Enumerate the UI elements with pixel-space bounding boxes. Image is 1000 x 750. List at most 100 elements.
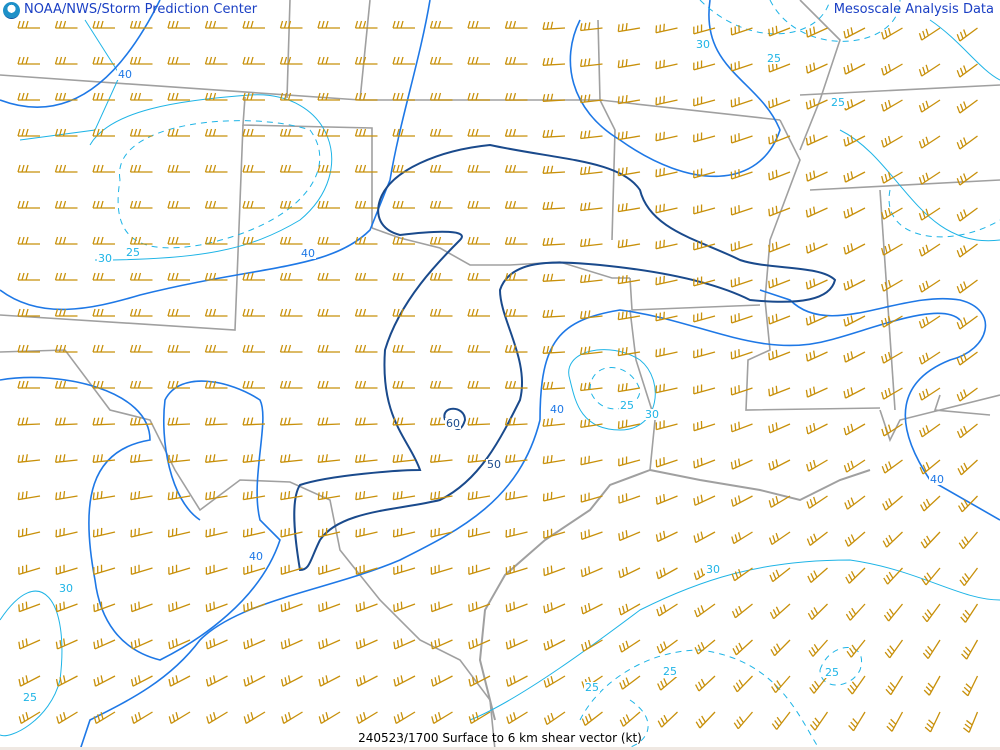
wind-barb (504, 56, 528, 65)
wind-barb (392, 200, 415, 209)
wind-barb (881, 387, 903, 400)
wind-barb (730, 133, 753, 144)
wind-barb (843, 459, 866, 473)
wind-barb (17, 56, 40, 65)
wind-barb (429, 92, 453, 101)
wind-barb (657, 675, 678, 691)
wind-barb (961, 639, 979, 660)
wind-barb (243, 601, 266, 613)
wind-barb (884, 639, 904, 659)
wind-barb (17, 491, 41, 501)
wind-barb (468, 564, 491, 575)
wind-barb (167, 272, 190, 281)
wind-barb (542, 454, 566, 465)
wind-barb (242, 164, 265, 173)
wind-barb (467, 164, 490, 173)
wind-barb (204, 344, 228, 353)
wind-barb (56, 711, 78, 724)
wind-barb (354, 417, 378, 426)
wind-barb (505, 491, 528, 501)
wind-barb (956, 351, 978, 366)
wind-barb (204, 272, 228, 281)
wind-barb (55, 601, 78, 613)
wind-barb (317, 236, 340, 245)
wind-barb (129, 56, 153, 65)
wind-barb (317, 454, 341, 463)
wind-barb (204, 454, 228, 463)
wind-barb (655, 420, 678, 431)
wind-barb (730, 495, 753, 507)
wind-barb (807, 603, 828, 620)
wind-barb (617, 238, 641, 249)
wind-barb (918, 27, 941, 41)
wind-barb (467, 417, 491, 426)
wind-barb (468, 711, 491, 724)
wind-barb (806, 459, 828, 472)
wind-barb (317, 272, 340, 281)
wind-barb (881, 459, 903, 474)
wind-barb (843, 279, 866, 291)
wind-barb (579, 310, 603, 320)
wind-barb (542, 165, 566, 174)
wind-barb (17, 308, 40, 317)
wind-barb (956, 27, 978, 42)
contour-label: 30 (645, 408, 659, 421)
wind-barb (129, 344, 153, 353)
wind-barb (130, 564, 153, 575)
wind-barb (504, 92, 528, 101)
wind-barb (846, 639, 866, 658)
wind-barb (279, 20, 303, 29)
wind-barb (17, 344, 40, 353)
wind-barb (167, 20, 190, 29)
wind-barb (129, 417, 153, 426)
wind-barb (807, 567, 828, 583)
wind-barb (279, 164, 303, 173)
wind-barb (354, 56, 378, 65)
wind-barb (467, 236, 490, 245)
wind-barb (242, 344, 265, 353)
wind-barb (768, 205, 791, 217)
wind-barb (242, 236, 265, 245)
wind-barb (920, 495, 941, 512)
wind-barb (617, 58, 641, 69)
wind-barb (693, 132, 716, 143)
wind-barb (392, 56, 415, 65)
noaa-logo-icon (3, 2, 20, 19)
wind-barb (17, 272, 40, 281)
contour-label: 25 (585, 681, 599, 694)
wind-barb (956, 207, 978, 222)
wind-barb (769, 567, 791, 583)
wind-barb (354, 272, 378, 281)
wind-barb (881, 99, 903, 112)
wind-barb (581, 639, 603, 652)
wind-barb (956, 387, 978, 402)
wind-barb (918, 63, 941, 77)
wind-barb (317, 380, 340, 389)
wind-barb (93, 675, 116, 687)
wind-barb (130, 491, 153, 501)
wind-barb (618, 456, 641, 467)
wind-barb (579, 166, 603, 176)
wind-barb (167, 56, 190, 65)
wind-barb (844, 495, 866, 510)
wind-barb (881, 279, 903, 292)
wind-barb (881, 315, 903, 328)
wind-barb (167, 417, 191, 426)
wind-barb (693, 457, 716, 469)
wind-barb (957, 459, 978, 476)
wind-barb (204, 417, 228, 426)
wind-barb (505, 564, 528, 576)
wind-barb (505, 638, 528, 650)
wind-barb (886, 711, 904, 732)
wind-barb (317, 56, 340, 65)
wind-barb (354, 236, 378, 245)
wind-barb (768, 459, 791, 471)
wind-barb (881, 351, 903, 364)
wind-barb (805, 170, 828, 182)
wind-barb (919, 423, 941, 438)
wind-barb (504, 417, 528, 426)
wind-barb (843, 135, 866, 147)
wind-barb (504, 164, 528, 173)
